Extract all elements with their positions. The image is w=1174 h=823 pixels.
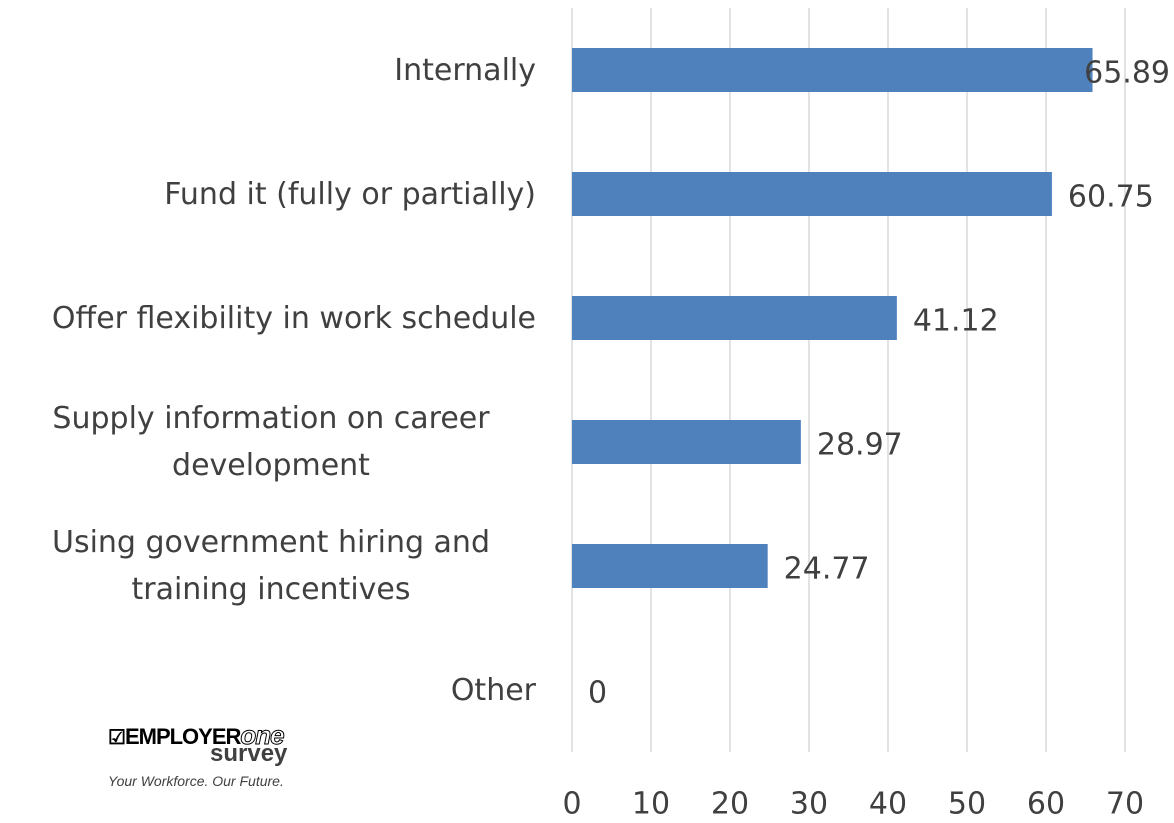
category-label: Other <box>450 672 536 708</box>
bar <box>572 296 897 340</box>
x-tick-label: 30 <box>790 787 828 822</box>
category-label: Supply information on career development <box>52 401 490 483</box>
bar <box>572 48 1093 92</box>
category-label: Fund it (fully or partially) <box>164 176 536 212</box>
x-tick-label: 60 <box>1027 787 1065 822</box>
category-label-box: Fund it (fully or partially) <box>0 134 536 254</box>
category-label: Internally <box>394 52 536 88</box>
x-tick-label: 70 <box>1106 787 1144 822</box>
bar <box>572 420 801 464</box>
x-tick-label: 0 <box>562 787 581 822</box>
category-label-box: Using government hiring and training inc… <box>0 506 536 626</box>
value-label: 60.75 <box>1068 180 1154 215</box>
value-label: 65.89 <box>1084 56 1170 91</box>
x-tick-label: 40 <box>869 787 907 822</box>
category-label-box: Internally <box>0 10 536 130</box>
category-label-box: Offer flexibility in work schedule <box>0 258 536 378</box>
x-tick-label: 50 <box>948 787 986 822</box>
value-label: 24.77 <box>784 552 870 587</box>
value-label: 41.12 <box>913 304 999 339</box>
x-tick-label: 20 <box>711 787 749 822</box>
logo: ☑EMPLOYERone survey Your Workforce. Our … <box>108 720 338 790</box>
bar <box>572 544 768 588</box>
category-label: Offer flexibility in work schedule <box>51 300 536 336</box>
category-label-box: Other <box>0 630 536 750</box>
logo-brand: ☑EMPLOYERone <box>108 720 285 751</box>
x-tick-label: 10 <box>632 787 670 822</box>
value-label: 0 <box>588 676 607 711</box>
logo-brand-left: EMPLOYER <box>124 724 241 749</box>
value-label: 28.97 <box>817 428 903 463</box>
category-label: Using government hiring and training inc… <box>52 525 490 607</box>
logo-sub: survey <box>210 740 288 767</box>
bar <box>572 172 1052 216</box>
category-label-box: Supply information on career development <box>0 382 536 502</box>
logo-brand-right: one <box>240 720 285 751</box>
logo-tagline: Your Workforce. Our Future. <box>108 773 284 789</box>
